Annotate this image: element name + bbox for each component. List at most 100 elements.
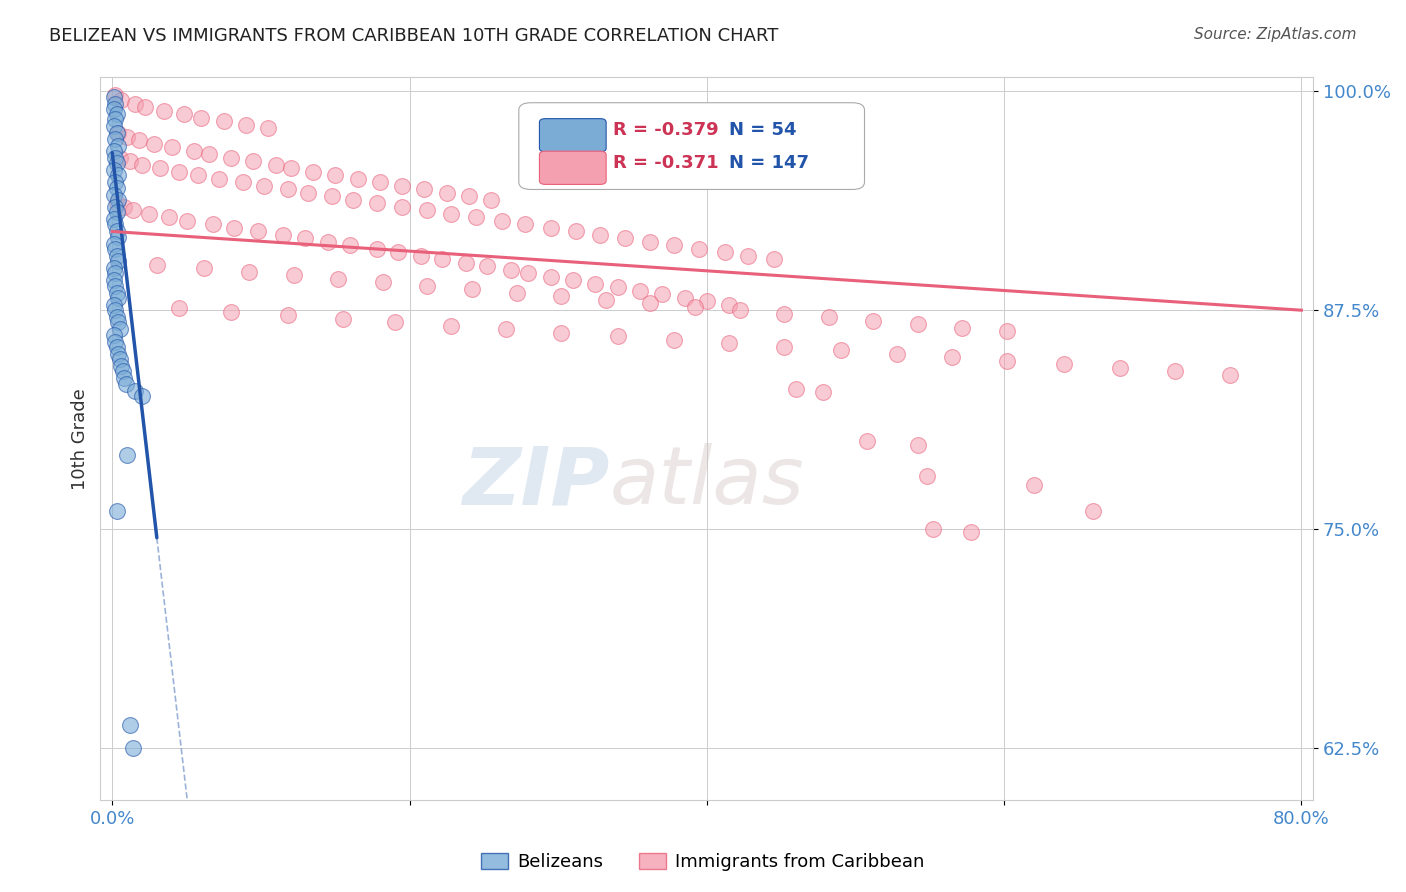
Text: atlas: atlas bbox=[610, 443, 804, 521]
Point bbox=[662, 333, 685, 347]
Point bbox=[762, 252, 785, 267]
Point bbox=[640, 296, 662, 310]
Point bbox=[479, 193, 502, 207]
Point bbox=[1109, 361, 1132, 376]
Point bbox=[264, 158, 287, 172]
Point bbox=[115, 130, 138, 145]
Point bbox=[1083, 504, 1105, 518]
Point bbox=[737, 249, 759, 263]
Point bbox=[183, 144, 205, 158]
Point bbox=[107, 138, 129, 153]
Point bbox=[105, 224, 128, 238]
Point bbox=[104, 151, 127, 165]
Point bbox=[104, 96, 127, 111]
Point bbox=[1052, 358, 1074, 372]
Point bbox=[219, 305, 242, 319]
Point bbox=[440, 318, 463, 333]
Point bbox=[995, 324, 1018, 338]
Point bbox=[368, 176, 391, 190]
Point bbox=[915, 469, 938, 483]
Point bbox=[332, 312, 354, 326]
Point bbox=[773, 307, 796, 321]
Point bbox=[830, 343, 852, 358]
Point bbox=[773, 340, 796, 354]
Point bbox=[411, 249, 433, 263]
Point bbox=[718, 336, 741, 351]
Point bbox=[952, 320, 974, 334]
Point bbox=[103, 120, 125, 134]
Point bbox=[107, 347, 129, 361]
Text: BELIZEAN VS IMMIGRANTS FROM CARIBBEAN 10TH GRADE CORRELATION CHART: BELIZEAN VS IMMIGRANTS FROM CARIBBEAN 10… bbox=[49, 27, 779, 45]
Point bbox=[208, 172, 231, 186]
Point bbox=[105, 205, 128, 219]
Point bbox=[108, 151, 131, 165]
Point bbox=[862, 314, 884, 328]
Point bbox=[107, 254, 129, 268]
Point bbox=[688, 242, 710, 256]
Point bbox=[128, 133, 150, 147]
Point bbox=[105, 196, 128, 211]
Point bbox=[391, 200, 413, 214]
Point bbox=[160, 140, 183, 154]
Point bbox=[105, 127, 128, 141]
Point bbox=[550, 289, 572, 303]
Point bbox=[104, 334, 127, 349]
Point bbox=[124, 96, 146, 111]
Point bbox=[146, 258, 169, 272]
Point bbox=[323, 169, 346, 183]
Point bbox=[366, 196, 388, 211]
Point bbox=[416, 203, 439, 218]
Point bbox=[105, 156, 128, 170]
Point bbox=[280, 161, 302, 176]
Point bbox=[696, 294, 718, 309]
Point bbox=[242, 154, 264, 169]
Point bbox=[614, 231, 637, 245]
Point bbox=[103, 212, 125, 227]
Point bbox=[157, 211, 180, 225]
Point bbox=[257, 121, 280, 136]
Point bbox=[107, 229, 129, 244]
Point bbox=[110, 359, 132, 374]
Point bbox=[517, 267, 540, 281]
Point bbox=[277, 182, 299, 196]
Point bbox=[107, 291, 129, 305]
Point bbox=[104, 87, 127, 102]
Point bbox=[491, 214, 513, 228]
Point bbox=[108, 352, 131, 367]
Text: Source: ZipAtlas.com: Source: ZipAtlas.com bbox=[1194, 27, 1357, 42]
Point bbox=[105, 285, 128, 300]
Text: N = 147: N = 147 bbox=[728, 154, 808, 172]
Point bbox=[138, 207, 160, 221]
Point bbox=[153, 103, 176, 118]
Point bbox=[112, 371, 135, 385]
Point bbox=[886, 347, 908, 361]
Point bbox=[110, 93, 132, 107]
Point bbox=[246, 224, 269, 238]
Point bbox=[1164, 364, 1187, 378]
Point bbox=[104, 278, 127, 293]
Text: N = 54: N = 54 bbox=[728, 121, 796, 139]
Point bbox=[321, 189, 343, 203]
Point bbox=[366, 242, 388, 256]
Point bbox=[817, 310, 839, 325]
Point bbox=[104, 200, 127, 214]
Point bbox=[297, 186, 319, 200]
Point bbox=[713, 245, 735, 260]
Point bbox=[103, 261, 125, 276]
Point bbox=[198, 147, 221, 161]
Text: R = -0.371: R = -0.371 bbox=[613, 154, 718, 172]
Text: R = -0.379: R = -0.379 bbox=[613, 121, 718, 139]
Legend: Belizeans, Immigrants from Caribbean: Belizeans, Immigrants from Caribbean bbox=[474, 846, 932, 879]
Point bbox=[515, 218, 537, 232]
Text: ZIP: ZIP bbox=[463, 443, 610, 521]
Point bbox=[562, 273, 585, 287]
Point bbox=[387, 245, 409, 260]
Point bbox=[941, 351, 963, 365]
Point bbox=[1219, 368, 1241, 382]
Point bbox=[328, 271, 350, 285]
Point bbox=[595, 293, 617, 307]
FancyBboxPatch shape bbox=[519, 103, 865, 189]
Point bbox=[224, 221, 246, 235]
Point bbox=[475, 260, 498, 274]
Point bbox=[458, 189, 481, 203]
